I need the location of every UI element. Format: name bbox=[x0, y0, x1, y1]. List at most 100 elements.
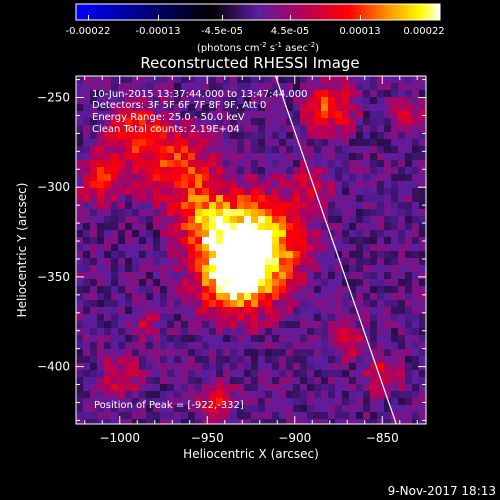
heatmap-pixel bbox=[335, 286, 342, 293]
heatmap-pixel bbox=[83, 216, 90, 223]
heatmap-pixel bbox=[104, 244, 111, 251]
heatmap-pixel bbox=[139, 328, 146, 335]
heatmap-pixel bbox=[384, 188, 391, 195]
heatmap-pixel bbox=[391, 328, 398, 335]
heatmap-pixel bbox=[377, 181, 384, 188]
heatmap-pixel bbox=[412, 167, 419, 174]
heatmap-pixel bbox=[104, 118, 111, 125]
heatmap-pixel bbox=[398, 76, 405, 83]
heatmap-pixel bbox=[293, 139, 300, 146]
heatmap-pixel bbox=[209, 251, 216, 258]
heatmap-pixel bbox=[195, 160, 202, 167]
heatmap-pixel bbox=[90, 153, 97, 160]
heatmap-pixel bbox=[237, 307, 244, 314]
heatmap-pixel bbox=[118, 167, 125, 174]
heatmap-pixel bbox=[97, 335, 104, 342]
heatmap-pixel bbox=[125, 300, 132, 307]
heatmap-pixel bbox=[146, 265, 153, 272]
heatmap-pixel bbox=[293, 300, 300, 307]
heatmap-pixel bbox=[188, 265, 195, 272]
heatmap-pixel bbox=[412, 349, 419, 356]
heatmap-pixel bbox=[104, 230, 111, 237]
heatmap-pixel bbox=[146, 139, 153, 146]
heatmap-pixel bbox=[251, 125, 258, 132]
heatmap-pixel bbox=[83, 153, 90, 160]
heatmap-pixel bbox=[300, 111, 307, 118]
heatmap-pixel bbox=[384, 356, 391, 363]
heatmap-pixel bbox=[356, 412, 363, 419]
heatmap-pixel bbox=[265, 279, 272, 286]
heatmap-pixel bbox=[279, 181, 286, 188]
heatmap-pixel bbox=[97, 349, 104, 356]
heatmap-pixel bbox=[216, 335, 223, 342]
heatmap-pixel bbox=[139, 118, 146, 125]
heatmap-pixel bbox=[104, 111, 111, 118]
heatmap-pixel bbox=[195, 104, 202, 111]
heatmap-pixel bbox=[118, 153, 125, 160]
heatmap-pixel bbox=[125, 160, 132, 167]
heatmap-pixel bbox=[398, 195, 405, 202]
heatmap-pixel bbox=[321, 244, 328, 251]
heatmap-pixel bbox=[76, 419, 83, 424]
heatmap-pixel bbox=[335, 391, 342, 398]
heatmap-pixel bbox=[209, 419, 216, 424]
heatmap-pixel bbox=[363, 202, 370, 209]
heatmap-pixel bbox=[132, 223, 139, 230]
heatmap-pixel bbox=[335, 202, 342, 209]
heatmap-pixel bbox=[279, 174, 286, 181]
heatmap-pixel bbox=[132, 153, 139, 160]
heatmap-pixel bbox=[412, 363, 419, 370]
heatmap-pixel bbox=[90, 209, 97, 216]
heatmap-pixel bbox=[132, 405, 139, 412]
heatmap-pixel bbox=[167, 244, 174, 251]
heatmap-pixel bbox=[314, 90, 321, 97]
heatmap-pixel bbox=[209, 321, 216, 328]
heatmap-pixel bbox=[265, 412, 272, 419]
heatmap-pixel bbox=[370, 342, 377, 349]
heatmap-pixel bbox=[216, 125, 223, 132]
heatmap-pixel bbox=[216, 279, 223, 286]
heatmap-pixel bbox=[104, 160, 111, 167]
heatmap-pixel bbox=[104, 97, 111, 104]
heatmap-pixel bbox=[97, 384, 104, 391]
heatmap-pixel bbox=[328, 363, 335, 370]
heatmap-pixel bbox=[398, 251, 405, 258]
colorbar-units: (photons cm-2 s-1 asec-2) bbox=[197, 41, 319, 54]
heatmap-pixel bbox=[118, 118, 125, 125]
heatmap-pixel bbox=[412, 300, 419, 307]
heatmap-pixel bbox=[328, 321, 335, 328]
heatmap-pixel bbox=[188, 342, 195, 349]
heatmap-pixel bbox=[307, 188, 314, 195]
heatmap-pixel bbox=[300, 209, 307, 216]
heatmap-pixel bbox=[335, 125, 342, 132]
heatmap-pixel bbox=[314, 342, 321, 349]
heatmap-pixel bbox=[370, 139, 377, 146]
heatmap-pixel bbox=[377, 293, 384, 300]
heatmap-pixel bbox=[286, 181, 293, 188]
heatmap-pixel bbox=[139, 223, 146, 230]
heatmap-pixel bbox=[328, 167, 335, 174]
heatmap-pixel bbox=[174, 174, 181, 181]
heatmap-pixel bbox=[188, 188, 195, 195]
heatmap-pixel bbox=[328, 398, 335, 405]
heatmap-pixel bbox=[160, 76, 167, 83]
heatmap-pixel bbox=[83, 97, 90, 104]
heatmap-pixel bbox=[265, 244, 272, 251]
heatmap-pixel bbox=[83, 258, 90, 265]
heatmap-pixel bbox=[321, 405, 328, 412]
heatmap-pixel bbox=[356, 132, 363, 139]
heatmap-pixel bbox=[293, 258, 300, 265]
heatmap-pixel bbox=[251, 307, 258, 314]
heatmap-pixel bbox=[328, 300, 335, 307]
heatmap-pixel bbox=[398, 188, 405, 195]
heatmap-pixel bbox=[90, 314, 97, 321]
heatmap-pixel bbox=[209, 342, 216, 349]
heatmap-pixel bbox=[167, 125, 174, 132]
heatmap-pixel bbox=[202, 230, 209, 237]
heatmap-pixel bbox=[160, 188, 167, 195]
heatmap-pixel bbox=[111, 307, 118, 314]
heatmap-pixel bbox=[90, 132, 97, 139]
heatmap-pixel bbox=[356, 174, 363, 181]
heatmap-pixel bbox=[272, 195, 279, 202]
heatmap-pixel bbox=[153, 258, 160, 265]
